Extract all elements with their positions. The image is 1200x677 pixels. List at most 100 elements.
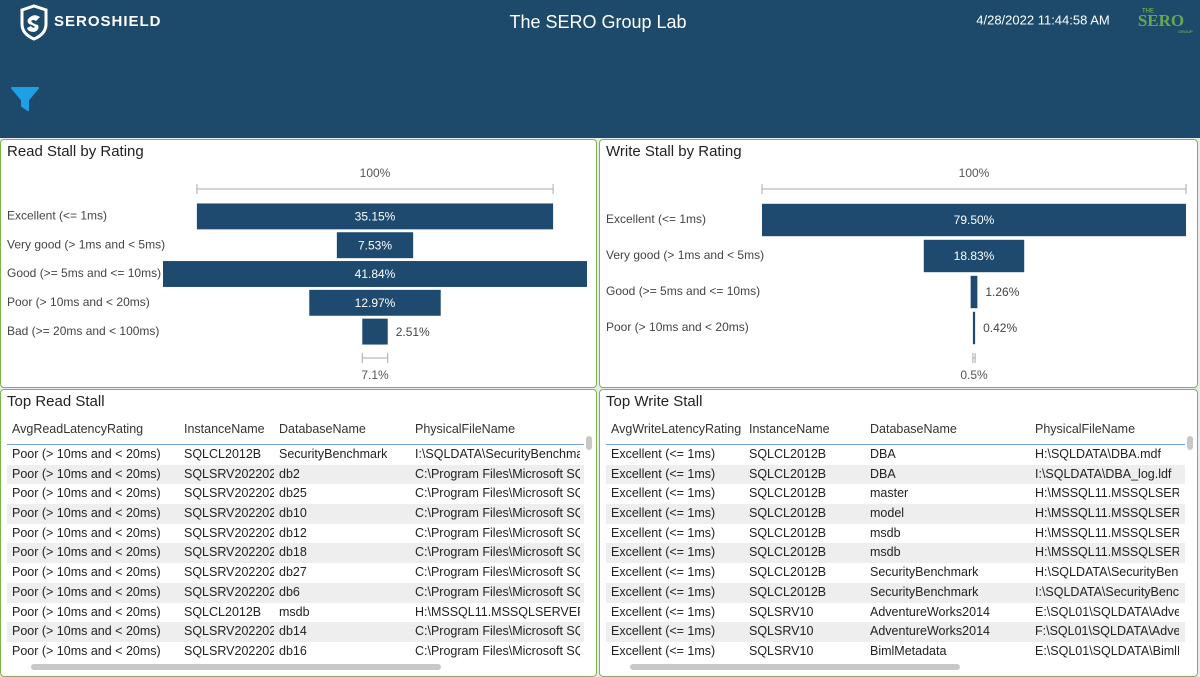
funnel-bar: [923, 239, 1025, 273]
value-label: 12.97%: [355, 296, 396, 310]
funnel-bar: [309, 289, 441, 316]
table-cell: SQLSRV202202: [184, 584, 274, 599]
funnel-bar: [362, 318, 388, 345]
table-cell: Poor (> 10ms and < 20ms): [12, 447, 161, 461]
vertical-scrollbar[interactable]: [1187, 436, 1193, 450]
write-table-panel: Top Write Stall AvgWriteLatencyRating Ins…: [599, 389, 1198, 677]
table-cell: Poor (> 10ms and < 20ms): [12, 486, 161, 501]
column-header[interactable]: PhysicalFileName: [415, 422, 516, 436]
table-cell: SQLCL2012B: [749, 525, 827, 540]
table-cell: F:\SQL01\SQLDATA\Advent: [1035, 624, 1179, 639]
table-cell: SQLSRV202202: [184, 525, 274, 540]
horizontal-scrollbar[interactable]: [31, 664, 441, 670]
table-row: Excellent (<= 1ms) SQLCL2012B msdb H:\MSSQL…: [606, 524, 1185, 544]
data-table: AvgWriteLatencyRating InstanceName Databas…: [606, 414, 1185, 662]
bottom-bracket: [361, 353, 389, 363]
table-row: Poor (> 10ms and < 20ms) SQLSRV202202 db10…: [7, 504, 584, 524]
table-cell: Poor (> 10ms and < 20ms): [12, 565, 161, 580]
table-cell: db27: [279, 565, 307, 580]
table-row: Poor (> 10ms and < 20ms) SQLSRV202202 db27…: [7, 563, 584, 583]
shield-mark: [27, 15, 40, 33]
table-row: Poor (> 10ms and < 20ms) SQLSRV202202 db2 C…: [7, 464, 584, 485]
table-row: Excellent (<= 1ms) SQLCL2012B SecurityBenc…: [606, 563, 1185, 583]
table-cell: Excellent (<= 1ms): [611, 545, 716, 560]
table-row: Excellent (<= 1ms) SQLCL2012B SecurityBenc…: [606, 582, 1185, 603]
table-cell: I:\SQLDATA\DBA_log.ldf: [1035, 466, 1172, 481]
read-funnel-panel: Read Stall by Rating Excellent (<= 1ms) 3…: [0, 139, 597, 388]
table-row: Poor (> 10ms and < 20ms) SQLSRV202202 db6 C…: [7, 582, 584, 603]
table-cell: SQLSRV202202: [184, 486, 274, 501]
table-row: Poor (> 10ms and < 20ms) SQLSRV202202 db14…: [7, 622, 584, 642]
table-cell: Poor (> 10ms and < 20ms): [12, 525, 161, 540]
table-cell: H:\SQLDATA\SecurityBench: [1035, 565, 1179, 580]
table-cell: SQLCL2012B: [749, 584, 827, 599]
table-cell: Poor (> 10ms and < 20ms): [12, 466, 161, 481]
category-label: Very good (> 1ms and < 5ms): [7, 237, 165, 251]
table-row: Excellent (<= 1ms) SQLSRV10 AdventureWorks…: [606, 603, 1185, 623]
table-row: Excellent (<= 1ms) SQLCL2012B DBA I:\SQLDAT…: [606, 464, 1185, 485]
read-table-panel: Top Read Stall AvgReadLatencyRating Insta…: [0, 389, 597, 677]
table-cell: SQLSRV10: [749, 624, 814, 639]
table-cell: db14: [279, 624, 307, 639]
category-label: Bad (>= 20ms and < 100ms): [7, 324, 159, 338]
category-label: Good (>= 5ms and <= 10ms): [7, 266, 161, 280]
table-cell: SQLCL2012B: [749, 565, 827, 580]
table-cell: BimlMetadata: [870, 643, 947, 658]
table-cell: model: [870, 506, 905, 521]
table-cell: SQLCL2012B: [749, 506, 827, 521]
table-cell: db10: [279, 506, 307, 521]
column-header[interactable]: AvgWriteLatencyRating: [611, 422, 742, 436]
panel-title: Read Stall by Rating: [7, 143, 144, 160]
logo-main: SERO: [1138, 11, 1184, 30]
horizontal-scrollbar[interactable]: [630, 664, 960, 670]
value-label: 2.51%: [396, 325, 430, 339]
shield-logo: [20, 4, 48, 41]
panel-title: Write Stall by Rating: [606, 143, 742, 160]
table-cell: Excellent (<= 1ms): [611, 643, 716, 658]
top-bracket-label: 100%: [959, 166, 990, 180]
value-label: 79.50%: [954, 213, 995, 227]
table-cell: Poor (> 10ms and < 20ms): [12, 545, 161, 560]
bottom-bracket-label: 0.5%: [960, 368, 988, 382]
table-row: Poor (> 10ms and < 20ms) SQLSRV202202 db16…: [7, 642, 584, 662]
table-cell: master: [870, 486, 909, 501]
table-cell: Excellent (<= 1ms): [611, 584, 716, 599]
table-cell: H:\SQLDATA\DBA.mdf: [1035, 447, 1161, 461]
top-bracket: [196, 184, 554, 194]
table-cell: C:\Program Files\Microsoft SQL: [415, 643, 580, 658]
column-header[interactable]: DatabaseName: [870, 422, 957, 436]
value-label: 18.83%: [954, 249, 995, 263]
header-graphics: SEROSHIELD The SERO Group Lab 4/28/2022 …: [11, 4, 1193, 111]
table-cell: H:\MSSQL11.MSSQLSERVER\M: [415, 604, 580, 619]
table-cell: Excellent (<= 1ms): [611, 486, 716, 501]
table-cell: C:\Program Files\Microsoft SQL: [415, 545, 580, 560]
vertical-scrollbar[interactable]: [586, 436, 592, 450]
column-header[interactable]: PhysicalFileName: [1035, 422, 1136, 436]
column-header[interactable]: DatabaseName: [279, 422, 366, 436]
panel-title: Top Read Stall: [7, 393, 105, 410]
table-cell: DBA: [870, 466, 896, 481]
table-cell: I:\SQLDATA\SecurityBenchmark: [415, 447, 580, 461]
table-cell: db2: [279, 466, 300, 481]
table-row: Poor (> 10ms and < 20ms) SQLCL2012B msdb H:…: [7, 603, 584, 623]
table-row: Excellent (<= 1ms) SQLCL2012B model H:\MSSQ…: [606, 504, 1185, 524]
category-label: Good (>= 5ms and <= 10ms): [606, 284, 760, 298]
table-cell: Poor (> 10ms and < 20ms): [12, 624, 161, 639]
funnel-bar: [336, 232, 414, 259]
table-cell: SQLSRV202202: [184, 624, 274, 639]
filter-icon[interactable]: [11, 87, 39, 111]
table-cell: Poor (> 10ms and < 20ms): [12, 604, 161, 619]
funnel-chart: Excellent (<= 1ms) 35.15% Very good (> 1ms…: [7, 166, 587, 382]
column-header[interactable]: AvgReadLatencyRating: [12, 422, 144, 436]
table-cell: Excellent (<= 1ms): [611, 604, 716, 619]
table-cell: Excellent (<= 1ms): [611, 447, 716, 461]
table-cell: Excellent (<= 1ms): [611, 624, 716, 639]
panel-title: Top Write Stall: [606, 393, 703, 410]
table-cell: H:\MSSQL11.MSSQLSERVER: [1035, 506, 1179, 521]
value-label: 1.26%: [985, 285, 1019, 299]
column-header[interactable]: InstanceName: [184, 422, 265, 436]
column-header[interactable]: InstanceName: [749, 422, 830, 436]
table-row: Poor (> 10ms and < 20ms) SQLCL2012B Securi…: [7, 445, 584, 465]
top-bracket-label: 100%: [360, 166, 391, 180]
